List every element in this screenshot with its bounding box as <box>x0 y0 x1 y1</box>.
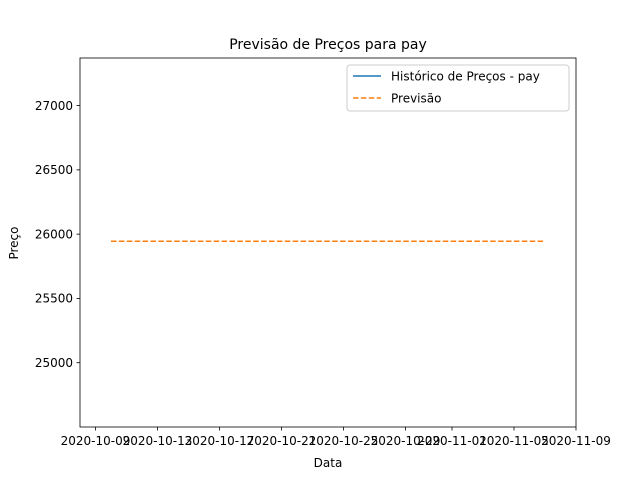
y-tick-label: 25000 <box>35 356 73 370</box>
x-tick-label: 2020-10-13 <box>123 434 193 448</box>
legend: Histórico de Preços - pay Previsão <box>346 64 570 112</box>
x-tick-label: 2020-10-21 <box>247 434 317 448</box>
y-tick-label: 26500 <box>35 163 73 177</box>
x-tick-label: 2020-10-09 <box>61 434 131 448</box>
y-tick-label: 26000 <box>35 227 73 241</box>
axes-frame <box>79 57 577 428</box>
legend-entry-1: Previsão <box>391 92 441 106</box>
x-tick-label: 2020-10-17 <box>185 434 255 448</box>
x-tick-label: 2020-11-01 <box>417 434 487 448</box>
y-tick-label: 25500 <box>35 292 73 306</box>
legend-entry-0: Histórico de Preços - pay <box>391 70 540 84</box>
plot-area: 2020-10-092020-10-132020-10-172020-10-21… <box>35 57 611 448</box>
x-tick-label: 2020-11-05 <box>479 434 549 448</box>
legend-box <box>346 64 570 112</box>
y-tick-label: 27000 <box>35 99 73 113</box>
x-tick-label: 2020-11-09 <box>541 434 611 448</box>
x-axis-label: Data <box>314 456 343 470</box>
x-tick-label: 2020-10-29 <box>371 434 441 448</box>
chart-title: Previsão de Preços para pay <box>229 37 427 53</box>
y-axis-label: Preço <box>7 226 21 259</box>
x-tick-label: 2020-10-25 <box>309 434 379 448</box>
